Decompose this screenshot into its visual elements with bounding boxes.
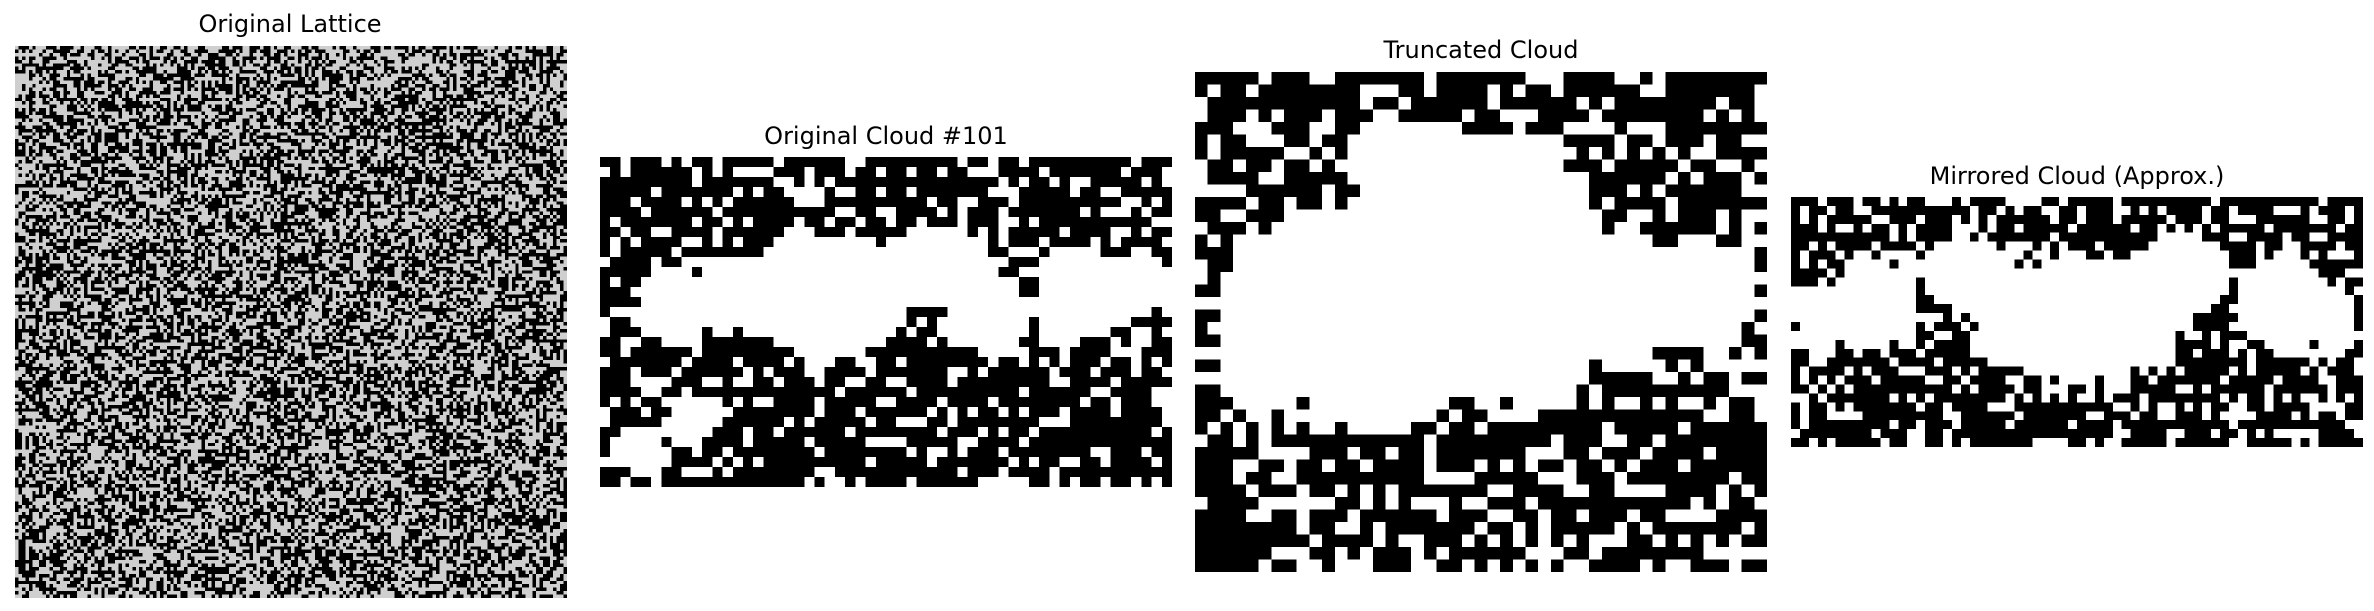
panel-title-original-cloud: Original Cloud #101: [764, 122, 1008, 150]
original-cloud-image: [600, 157, 1172, 487]
truncated-cloud-image: [1195, 72, 1767, 572]
panel-title-truncated-cloud: Truncated Cloud: [1383, 36, 1579, 64]
panel-title-mirrored-cloud: Mirrored Cloud (Approx.): [1929, 162, 2225, 190]
panel-title-original-lattice: Original Lattice: [198, 10, 382, 38]
mirrored-cloud-image: [1791, 197, 2363, 447]
original-lattice-image: [15, 46, 567, 598]
